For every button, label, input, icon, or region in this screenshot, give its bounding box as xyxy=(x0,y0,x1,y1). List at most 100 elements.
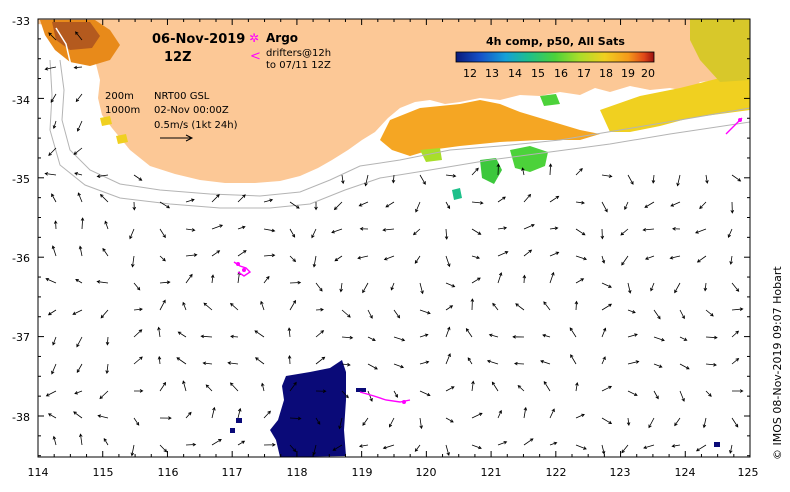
current-vector xyxy=(237,407,242,419)
current-vector xyxy=(601,356,606,365)
current-vector xyxy=(133,282,141,291)
current-vector xyxy=(48,147,57,156)
current-vector xyxy=(496,163,501,176)
current-vector xyxy=(670,201,681,207)
current-vector xyxy=(549,271,555,284)
current-vector xyxy=(211,224,224,230)
current-vector xyxy=(699,201,707,210)
current-vector xyxy=(465,328,473,338)
current-vector xyxy=(388,417,395,428)
current-vector xyxy=(414,255,421,264)
y-tick-label: -35 xyxy=(12,173,30,186)
current-vector xyxy=(651,174,656,184)
drifters-label: drifters@12h xyxy=(266,48,331,59)
current-vector xyxy=(575,413,585,419)
current-vector xyxy=(471,444,482,450)
y-axis-labels: -33 -34 -35 -36 -37 -38 xyxy=(12,15,30,424)
y-tick-label: -37 xyxy=(12,331,30,344)
colorbar xyxy=(455,51,655,63)
current-vector xyxy=(679,309,685,320)
current-vector xyxy=(601,282,612,288)
current-vector xyxy=(419,417,423,430)
current-vector xyxy=(601,444,606,455)
current-vector xyxy=(185,442,197,447)
current-vector xyxy=(229,302,239,311)
isobath-1000m xyxy=(49,59,750,209)
x-tick-label: 125 xyxy=(738,466,759,479)
current-vector xyxy=(74,390,83,395)
current-vector xyxy=(105,336,110,346)
current-vector xyxy=(227,361,239,365)
current-vector xyxy=(393,309,401,319)
current-vector xyxy=(99,390,109,400)
current-vector xyxy=(497,409,502,419)
current-vector xyxy=(385,201,395,208)
current-vector xyxy=(515,303,525,311)
copyright-label: © IMOS 08-Nov-2019 09:07 Hobart xyxy=(771,266,784,460)
current-vector xyxy=(52,336,57,346)
current-vector xyxy=(648,417,655,429)
current-vector xyxy=(382,228,395,232)
current-vector xyxy=(445,282,456,288)
current-vector xyxy=(130,444,135,457)
current-vector xyxy=(727,228,733,238)
current-vector xyxy=(289,280,302,285)
current-vector xyxy=(159,255,166,262)
current-vector xyxy=(159,444,168,453)
current-vector xyxy=(133,417,140,426)
current-vector xyxy=(705,335,718,340)
current-vector xyxy=(695,228,707,234)
x-tick-label: 120 xyxy=(416,466,437,479)
current-vector xyxy=(77,192,83,203)
current-vector xyxy=(210,274,215,284)
current-vector xyxy=(205,384,213,392)
current-vector xyxy=(627,333,638,338)
current-vector xyxy=(159,228,166,239)
scale-label: 0.5m/s (1kt 24h) xyxy=(154,120,238,131)
current-vector xyxy=(391,174,396,184)
current-vector xyxy=(289,255,297,263)
current-vector xyxy=(45,277,57,284)
current-vector xyxy=(642,227,655,232)
current-vector xyxy=(620,228,629,236)
current-vector xyxy=(315,389,327,393)
current-vector xyxy=(471,277,481,284)
current-vector xyxy=(287,355,292,365)
current-vector xyxy=(419,309,431,315)
current-vector xyxy=(51,193,57,203)
x-tick-label: 119 xyxy=(352,466,373,479)
current-vector xyxy=(315,417,321,425)
depth-1000-label: 1000m xyxy=(105,105,140,116)
current-vector xyxy=(203,302,213,311)
current-vector xyxy=(341,390,349,399)
current-vector xyxy=(211,194,220,203)
current-vector xyxy=(211,250,221,257)
current-vector xyxy=(315,282,323,292)
current-vector xyxy=(260,300,265,311)
current-vector xyxy=(51,363,57,375)
current-vector xyxy=(289,201,300,209)
current-vector xyxy=(73,65,83,70)
current-vector xyxy=(255,357,265,365)
current-vector xyxy=(627,309,636,314)
current-vector xyxy=(367,336,376,342)
current-vector xyxy=(621,255,629,266)
current-vector xyxy=(575,444,587,450)
current-vector xyxy=(601,417,613,424)
current-vector xyxy=(133,329,143,338)
current-vector xyxy=(53,220,58,230)
current-vector xyxy=(548,163,553,176)
current-vector xyxy=(263,253,276,258)
current-vector xyxy=(679,336,688,341)
current-vector xyxy=(731,389,744,393)
current-vector xyxy=(601,255,606,264)
current-vector xyxy=(445,326,451,338)
current-vector xyxy=(497,251,509,257)
current-vector xyxy=(445,353,451,365)
current-vector xyxy=(653,309,661,320)
current-vector xyxy=(627,390,638,396)
colorbar-tick: 17 xyxy=(577,67,591,80)
current-vector xyxy=(731,282,740,292)
current-vector xyxy=(51,245,57,257)
current-vector xyxy=(730,201,735,214)
